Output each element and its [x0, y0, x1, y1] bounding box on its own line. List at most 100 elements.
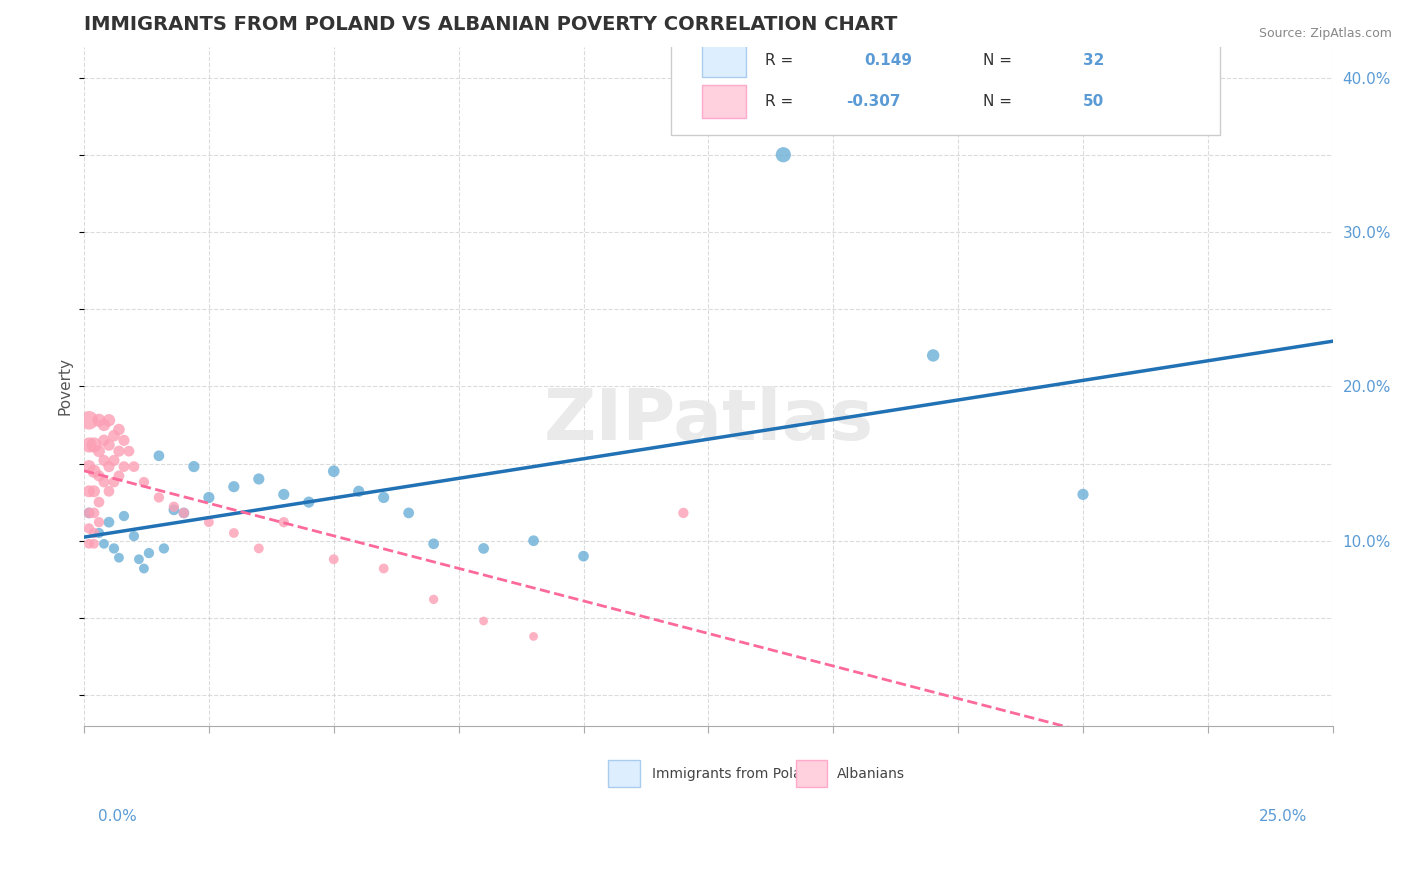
Point [87, 495, 110, 509]
Point [77, 506, 100, 520]
Point [672, 506, 695, 520]
Point [347, 484, 370, 499]
Point [103, 453, 125, 467]
Point [198, 515, 221, 529]
Point [87, 413, 110, 427]
Point [922, 348, 945, 362]
Point [93, 417, 115, 432]
Text: Source: ZipAtlas.com: Source: ZipAtlas.com [1258, 27, 1392, 40]
Bar [702, 45, 745, 78]
Point [173, 506, 195, 520]
Point [422, 537, 444, 551]
Point [108, 550, 131, 565]
Text: R =: R = [765, 95, 793, 109]
Point [163, 503, 186, 517]
Point [222, 480, 245, 494]
Point [138, 546, 160, 560]
Point [273, 515, 295, 529]
Point [97, 515, 120, 529]
Bar [796, 760, 827, 787]
Point [522, 629, 544, 643]
Point [87, 515, 110, 529]
Text: -0.307: -0.307 [846, 95, 900, 109]
Point [247, 472, 270, 486]
Point [373, 491, 395, 505]
Text: 0.0%: 0.0% [98, 809, 138, 823]
Text: N =: N = [983, 95, 1012, 109]
Point [472, 541, 495, 556]
Point [77, 459, 100, 474]
Point [1071, 487, 1094, 501]
Y-axis label: Poverty: Poverty [58, 358, 72, 416]
Text: 50: 50 [1083, 95, 1104, 109]
Point [97, 484, 120, 499]
Point [83, 438, 105, 452]
Point [83, 537, 105, 551]
Point [97, 413, 120, 427]
Point [77, 413, 100, 427]
Point [87, 444, 110, 458]
Text: R =: R = [765, 54, 793, 69]
Point [247, 541, 270, 556]
Text: Albanians: Albanians [837, 766, 905, 780]
Point [472, 614, 495, 628]
Text: IMMIGRANTS FROM POLAND VS ALBANIAN POVERTY CORRELATION CHART: IMMIGRANTS FROM POLAND VS ALBANIAN POVER… [84, 15, 897, 34]
Point [108, 444, 131, 458]
Point [298, 495, 321, 509]
Point [132, 561, 155, 575]
Point [148, 449, 170, 463]
Point [118, 444, 141, 458]
Point [77, 537, 100, 551]
Text: N =: N = [983, 54, 1012, 69]
Point [83, 484, 105, 499]
Point [373, 561, 395, 575]
Point [103, 428, 125, 442]
Point [108, 423, 131, 437]
Text: ZIPatlas: ZIPatlas [543, 386, 873, 455]
Point [83, 526, 105, 541]
Bar [609, 760, 640, 787]
Point [77, 438, 100, 452]
Point [93, 453, 115, 467]
Point [572, 549, 595, 563]
Point [112, 459, 135, 474]
Point [398, 506, 420, 520]
Point [173, 506, 195, 520]
FancyBboxPatch shape [671, 26, 1220, 135]
Point [103, 475, 125, 489]
Point [132, 475, 155, 489]
Point [122, 529, 145, 543]
Point [97, 459, 120, 474]
Point [93, 434, 115, 448]
Text: 25.0%: 25.0% [1260, 809, 1308, 823]
Point [772, 147, 794, 161]
Point [77, 521, 100, 535]
Point [108, 468, 131, 483]
Point [322, 552, 344, 566]
Point [77, 506, 100, 520]
Point [87, 526, 110, 541]
Point [97, 438, 120, 452]
Point [163, 500, 186, 514]
Point [128, 552, 150, 566]
Bar [702, 86, 745, 118]
Point [112, 508, 135, 523]
Point [103, 541, 125, 556]
Point [83, 464, 105, 478]
Point [93, 537, 115, 551]
Point [93, 475, 115, 489]
Point [198, 491, 221, 505]
Point [522, 533, 544, 548]
Point [322, 464, 344, 478]
Point [422, 592, 444, 607]
Text: 32: 32 [1083, 54, 1104, 69]
Point [122, 459, 145, 474]
Point [183, 459, 205, 474]
Text: 0.149: 0.149 [865, 54, 912, 69]
Point [148, 491, 170, 505]
Point [222, 526, 245, 541]
Point [273, 487, 295, 501]
Point [77, 484, 100, 499]
Point [83, 506, 105, 520]
Text: Immigrants from Poland: Immigrants from Poland [652, 766, 820, 780]
